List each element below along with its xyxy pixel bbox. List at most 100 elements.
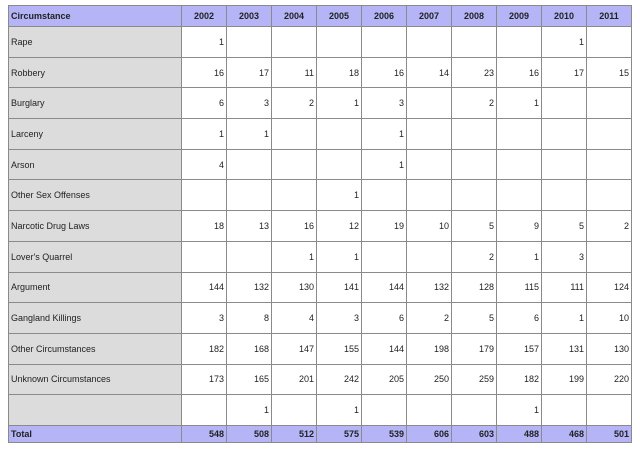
table-row: Rape 1 1 <box>8 26 632 58</box>
row-label: Lover's Quarrel <box>8 240 182 273</box>
value-cell <box>586 148 632 181</box>
value-cell: 115 <box>496 271 542 304</box>
value-cell: 1 <box>316 87 362 120</box>
value-cell: 10 <box>586 302 632 334</box>
table-row: Other Circumstances 182 168 147 155 144 198 179… <box>8 332 632 365</box>
value-cell: 1 <box>496 394 542 426</box>
value-cell: 182 <box>181 332 227 365</box>
value-cell <box>406 118 452 150</box>
value-cell: 14 <box>406 56 452 89</box>
value-cell: 131 <box>541 332 587 365</box>
value-cell <box>406 148 452 181</box>
value-cell <box>451 118 497 150</box>
value-cell: 1 <box>541 26 587 58</box>
value-cell: 512 <box>271 424 317 443</box>
table-row: 1 1 1 <box>8 394 632 426</box>
value-cell: 132 <box>406 271 452 304</box>
table-row: Robbery 16 17 11 18 16 14 23 16 17 15 <box>8 56 632 89</box>
value-cell: 8 <box>226 302 272 334</box>
value-cell: 3 <box>541 240 587 273</box>
value-cell: 16 <box>361 56 407 89</box>
value-cell: 18 <box>316 56 362 89</box>
value-cell <box>406 179 452 212</box>
row-label <box>8 394 182 426</box>
value-cell: 16 <box>271 210 317 242</box>
row-label: Burglary <box>8 87 182 120</box>
value-cell: 10 <box>406 210 452 242</box>
value-cell: 259 <box>451 363 497 396</box>
row-label: Unknown Circumstances <box>8 363 182 396</box>
table-row: Gangland Killings 3 8 4 3 6 2 5 6 1 10 <box>8 302 632 334</box>
value-cell <box>541 394 587 426</box>
value-cell: 220 <box>586 363 632 396</box>
value-cell: 2 <box>406 302 452 334</box>
value-cell: 3 <box>226 87 272 120</box>
value-cell: 17 <box>541 56 587 89</box>
value-cell: 2 <box>271 87 317 120</box>
table-row: Lover's Quarrel 1 1 2 1 3 <box>8 240 632 273</box>
row-label: Robbery <box>8 56 182 89</box>
table-row: Narcotic Drug Laws 18 13 16 12 19 10 5 9 5 2 <box>8 210 632 242</box>
table-row: Burglary 6 3 2 1 3 2 1 <box>8 87 632 120</box>
value-cell: 179 <box>451 332 497 365</box>
value-cell: 1 <box>361 148 407 181</box>
value-cell: 165 <box>226 363 272 396</box>
value-cell: 173 <box>181 363 227 396</box>
value-cell: 16 <box>496 56 542 89</box>
value-cell <box>541 118 587 150</box>
value-cell: 6 <box>496 302 542 334</box>
row-label: Arson <box>8 148 182 181</box>
value-cell: 501 <box>586 424 632 443</box>
value-cell: 575 <box>316 424 362 443</box>
value-cell <box>586 179 632 212</box>
column-header-year: 2004 <box>271 5 317 27</box>
circumstance-table: Circumstance 2002 2003 2004 2005 2006 2007 2008… <box>8 5 632 443</box>
value-cell <box>586 87 632 120</box>
value-cell <box>406 240 452 273</box>
value-cell: 606 <box>406 424 452 443</box>
value-cell: 198 <box>406 332 452 365</box>
value-cell <box>226 26 272 58</box>
value-cell <box>361 240 407 273</box>
value-cell: 201 <box>271 363 317 396</box>
column-header-year: 2003 <box>226 5 272 27</box>
value-cell: 1 <box>316 394 362 426</box>
value-cell: 9 <box>496 210 542 242</box>
table-row: Unknown Circumstances 173 165 201 242 205 250 2… <box>8 363 632 396</box>
value-cell: 1 <box>316 240 362 273</box>
value-cell: 6 <box>361 302 407 334</box>
table-row: Arson 4 1 <box>8 148 632 181</box>
row-label: Larceny <box>8 118 182 150</box>
value-cell: 3 <box>181 302 227 334</box>
value-cell: 603 <box>451 424 497 443</box>
value-cell <box>181 179 227 212</box>
row-label: Other Circumstances <box>8 332 182 365</box>
value-cell <box>496 26 542 58</box>
value-cell: 147 <box>271 332 317 365</box>
value-cell: 468 <box>541 424 587 443</box>
value-cell: 130 <box>271 271 317 304</box>
column-header-year: 2009 <box>496 5 542 27</box>
value-cell <box>361 394 407 426</box>
value-cell <box>361 179 407 212</box>
value-cell: 168 <box>226 332 272 365</box>
column-header-year: 2006 <box>361 5 407 27</box>
value-cell: 199 <box>541 363 587 396</box>
column-header-year: 2005 <box>316 5 362 27</box>
value-cell <box>496 179 542 212</box>
value-cell: 5 <box>541 210 587 242</box>
value-cell: 1 <box>226 118 272 150</box>
value-cell <box>586 240 632 273</box>
value-cell: 17 <box>226 56 272 89</box>
total-row: Total 548 508 512 575 539 606 603 488 468 501 <box>8 424 632 443</box>
value-cell: 155 <box>316 332 362 365</box>
value-cell: 1 <box>181 118 227 150</box>
row-label: Total <box>8 424 182 443</box>
value-cell <box>451 394 497 426</box>
value-cell: 508 <box>226 424 272 443</box>
value-cell <box>496 148 542 181</box>
value-cell: 1 <box>496 87 542 120</box>
column-header-year: 2007 <box>406 5 452 27</box>
value-cell: 144 <box>361 332 407 365</box>
value-cell <box>271 179 317 212</box>
